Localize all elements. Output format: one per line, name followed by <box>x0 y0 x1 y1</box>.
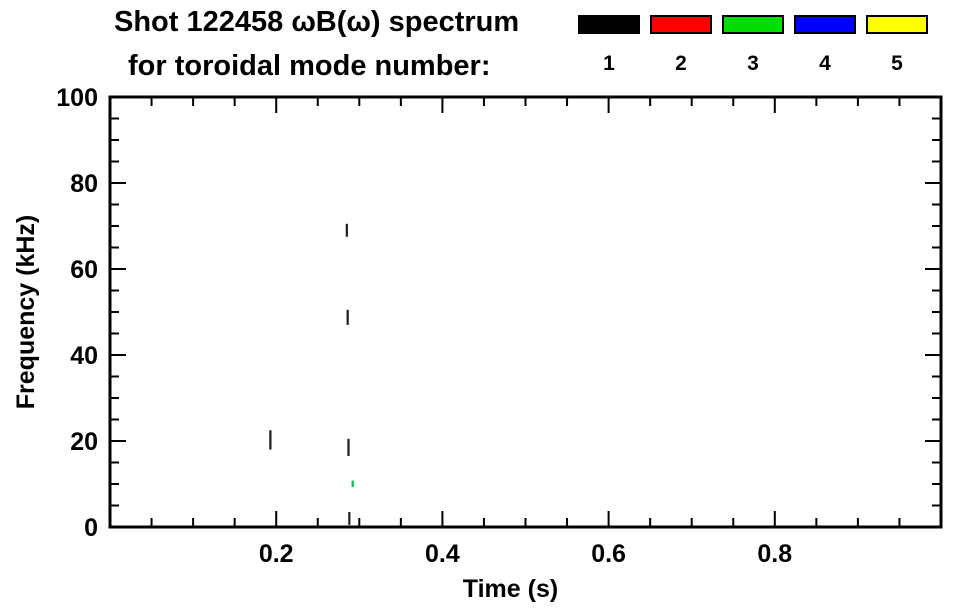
chart-subtitle: for toroidal mode number: <box>128 50 491 82</box>
legend-swatch-3 <box>722 15 784 34</box>
chart-title: Shot 122458 ωB(ω) spectrum <box>114 6 520 38</box>
legend-label-2: 2 <box>675 52 687 75</box>
axis-tick-labels: 0.2 0.4 0.6 0.8 0 20 40 60 80 100 <box>56 84 792 568</box>
legend-label-1: 1 <box>603 52 615 75</box>
legend-swatch-5 <box>866 15 928 34</box>
legend-swatch-4 <box>794 15 856 34</box>
legend-label-4: 4 <box>819 52 831 75</box>
data-mark-n=3 <box>351 480 354 488</box>
legend-label-5: 5 <box>891 52 903 75</box>
legend-item-1: 1 <box>578 15 640 74</box>
x-tick-label: 0.2 <box>259 540 294 568</box>
data-mark-n=1 <box>346 309 349 325</box>
axis-ticks <box>110 96 941 528</box>
y-tick-label: 0 <box>84 514 98 542</box>
mode-legend: 1 2 3 4 5 <box>578 15 928 74</box>
plot-frame <box>108 95 943 529</box>
legend-item-4: 4 <box>794 15 856 74</box>
legend-swatch-2 <box>650 15 712 34</box>
legend-swatch-1 <box>578 15 640 34</box>
y-tick-label: 20 <box>70 428 98 456</box>
data-mark-n=1 <box>269 430 272 450</box>
x-tick-label: 0.8 <box>757 540 792 568</box>
y-tick-label: 100 <box>56 84 98 112</box>
data-mark-n=1 <box>345 223 348 237</box>
data-mark-n=1 <box>348 511 351 525</box>
data-mark-n=1 <box>347 438 350 457</box>
legend-item-3: 3 <box>722 15 784 74</box>
x-tick-label: 0.6 <box>591 540 626 568</box>
y-tick-label: 80 <box>70 170 98 198</box>
data-marks <box>269 223 354 525</box>
x-axis-label: Time (s) <box>463 575 558 603</box>
legend-item-5: 5 <box>866 15 928 74</box>
y-tick-label: 40 <box>70 342 98 370</box>
y-axis-label: Frequency (kHz) <box>12 215 40 409</box>
y-tick-label: 60 <box>70 256 98 284</box>
legend-item-2: 2 <box>650 15 712 74</box>
legend-label-3: 3 <box>747 52 759 75</box>
x-tick-label: 0.4 <box>425 540 460 568</box>
